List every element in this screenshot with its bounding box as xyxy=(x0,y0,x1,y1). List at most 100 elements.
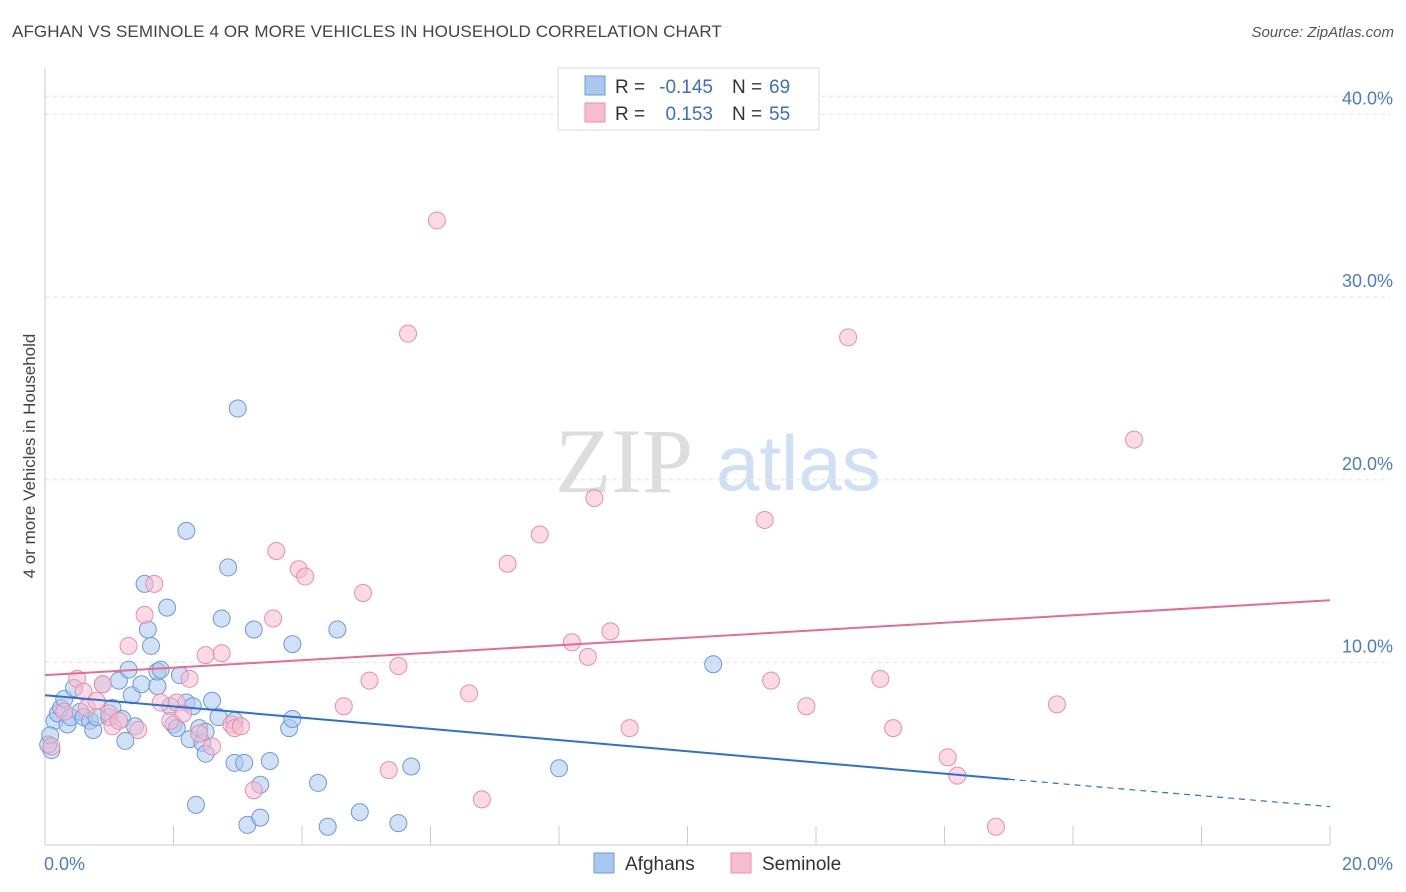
seminole-point-0 xyxy=(42,737,61,756)
seminole-point-48 xyxy=(762,671,781,690)
bottom-legend-swatch-seminole xyxy=(730,852,752,874)
legend-n-value-seminole: 55 xyxy=(769,104,790,125)
afghans-point-52 xyxy=(244,620,263,639)
seminole-point-17 xyxy=(174,704,193,723)
bottom-legend-label-seminole: Seminole xyxy=(762,854,841,875)
legend-swatch-seminole xyxy=(584,102,606,123)
afghans-point-60 xyxy=(318,817,337,836)
seminole-point-31 xyxy=(334,697,353,716)
seminole-point-21 xyxy=(203,737,222,756)
trend-line-seminole xyxy=(44,599,1331,677)
seminole-point-46 xyxy=(620,719,639,738)
y-tick-label-0: 10.0% xyxy=(1342,636,1393,656)
bottom-legend-swatch-afghans xyxy=(593,852,615,874)
x-tick-label-0: 0.0% xyxy=(44,854,85,874)
seminole-point-35 xyxy=(389,657,408,676)
seminole-point-27 xyxy=(264,609,283,628)
grid-lines xyxy=(45,95,1390,663)
x-tick-label-1: 20.0% xyxy=(1342,854,1393,874)
seminole-point-36 xyxy=(399,324,418,343)
afghans-point-63 xyxy=(389,814,408,833)
seminole-point-32 xyxy=(354,583,373,602)
afghans-point-25 xyxy=(142,636,161,655)
afghans-point-24 xyxy=(138,620,157,639)
series-legend: Afghans Seminole xyxy=(593,852,841,875)
seminole-point-47 xyxy=(755,510,774,529)
seminole-point-50 xyxy=(839,328,858,347)
legend-n-label-afghans: N = xyxy=(732,77,762,98)
seminole-point-22 xyxy=(212,644,231,663)
series-seminole xyxy=(42,211,1144,836)
afghans-point-45 xyxy=(212,609,231,628)
trend-line-afghans-extension xyxy=(1008,778,1331,808)
afghans-point-35 xyxy=(177,521,196,540)
afghans-point-58 xyxy=(283,635,302,654)
seminole-point-40 xyxy=(498,554,517,573)
legend-n-value-afghans: 69 xyxy=(769,77,790,98)
x-tick-labels: 0.0% 20.0% xyxy=(44,854,1393,874)
y-tick-label-2: 30.0% xyxy=(1342,271,1393,291)
seminole-point-45 xyxy=(601,622,620,641)
axes xyxy=(44,68,1331,846)
seminole-point-30 xyxy=(296,567,315,586)
afghans-point-59 xyxy=(309,773,328,792)
afghans-point-38 xyxy=(186,795,205,814)
y-axis-title: 4 or more Vehicles in Household xyxy=(20,334,39,579)
seminole-point-53 xyxy=(938,748,957,767)
trend-line-afghans xyxy=(44,694,1009,781)
seminole-point-19 xyxy=(190,724,209,743)
afghans-point-18 xyxy=(116,731,135,750)
seminole-point-55 xyxy=(1047,695,1066,714)
seminole-point-38 xyxy=(460,684,479,703)
afghans-point-62 xyxy=(350,803,369,822)
seminole-point-51 xyxy=(871,669,890,688)
seminole-point-57 xyxy=(986,817,1005,836)
seminole-point-13 xyxy=(145,574,164,593)
watermark-zip: ZIP xyxy=(555,410,693,512)
legend-r-label-seminole: R = xyxy=(615,104,645,125)
legend-n-label-seminole: N = xyxy=(732,104,762,125)
legend-r-label-afghans: R = xyxy=(615,77,645,98)
seminole-point-25 xyxy=(231,717,250,736)
afghans-point-64 xyxy=(402,757,421,776)
afghans-point-49 xyxy=(228,399,247,418)
seminole-point-1 xyxy=(55,702,74,721)
seminole-point-43 xyxy=(578,647,597,666)
seminole-point-18 xyxy=(180,669,199,688)
seminole-point-39 xyxy=(472,790,491,809)
seminole-point-11 xyxy=(129,720,148,739)
seminole-point-20 xyxy=(196,646,215,665)
seminole-point-6 xyxy=(93,675,112,694)
seminole-point-26 xyxy=(244,781,263,800)
watermark-atlas: atlas xyxy=(716,419,881,507)
y-tick-labels: 10.0% 20.0% 30.0% 40.0% xyxy=(1342,89,1393,657)
y-tick-label-3: 40.0% xyxy=(1342,89,1393,109)
seminole-point-42 xyxy=(562,633,581,652)
chart-title: AFGHAN VS SEMINOLE 4 OR MORE VEHICLES IN… xyxy=(12,22,722,41)
seminole-point-12 xyxy=(135,605,154,624)
seminole-point-56 xyxy=(1125,430,1144,449)
legend-r-value-seminole: 0.153 xyxy=(665,104,713,125)
afghans-point-57 xyxy=(283,709,302,728)
afghans-point-50 xyxy=(235,753,254,772)
afghans-point-43 xyxy=(203,691,222,710)
correlation-legend: R = -0.145 N = 69 R = 0.153 N = 55 xyxy=(557,67,820,131)
seminole-point-33 xyxy=(360,671,379,690)
seminole-point-44 xyxy=(585,489,604,508)
seminole-point-52 xyxy=(884,719,903,738)
bottom-legend-label-afghans: Afghans xyxy=(625,854,695,875)
seminole-point-37 xyxy=(427,211,446,230)
seminole-point-49 xyxy=(797,697,816,716)
afghans-point-53 xyxy=(251,808,270,827)
legend-r-value-afghans: -0.145 xyxy=(659,77,713,98)
seminole-point-34 xyxy=(379,761,398,780)
seminole-point-41 xyxy=(530,525,549,544)
afghans-point-61 xyxy=(328,620,347,639)
source-credit: Source: ZipAtlas.com xyxy=(1251,24,1394,41)
afghans-point-66 xyxy=(704,655,723,674)
legend-swatch-afghans xyxy=(584,75,606,96)
seminole-point-14 xyxy=(151,693,170,712)
seminole-point-9 xyxy=(109,711,128,730)
afghans-point-46 xyxy=(219,558,238,577)
